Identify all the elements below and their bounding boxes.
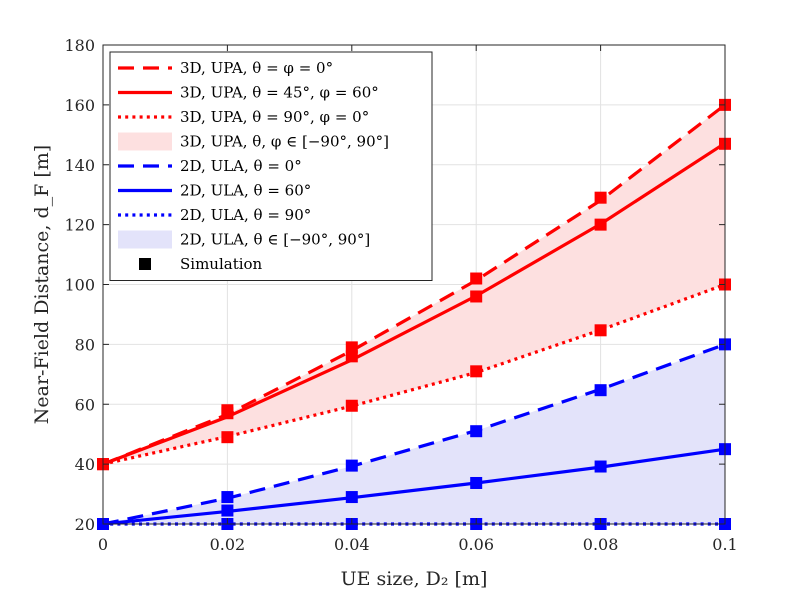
simulation-marker [470,476,483,489]
y-tick-label: 60 [75,395,95,414]
series-line [102,103,726,466]
simulation-marker [594,324,607,337]
series-line [102,447,726,526]
simulation-marker [221,491,234,504]
simulation-marker [345,491,358,504]
x-tick-label: 0.04 [334,535,370,554]
y-tick-label: 120 [64,216,95,235]
legend: 3D, UPA, θ = φ = 0° 3D, UPA, θ = 45°, φ =… [109,51,433,281]
shaded-bands [103,104,725,524]
x-tick-label: 0.08 [583,535,619,554]
axes: 0 0.02 0.04 0.06 0.08 0.1 20 40 60 80 100 120 140 160… [64,36,737,554]
shaded-band [103,104,725,465]
shaded-band [103,344,725,524]
simulation-marker [470,365,483,378]
y-tick-label: 140 [64,156,95,175]
legend-patch-swatch [118,230,172,249]
simulation-marker [221,504,234,517]
legend-label: 3D, UPA, θ = 90°, φ = 0° [180,108,369,126]
simulation-marker [594,191,607,204]
simulation-marker [594,218,607,231]
simulation-marker [594,384,607,397]
legend-label: 3D, UPA, θ = φ = 0° [180,59,333,77]
y-tick-label: 180 [64,36,95,55]
simulation-marker [470,272,483,285]
legend-patch-swatch [118,132,172,151]
x-tick-label: 0.02 [210,535,246,554]
legend-label: 2D, ULA, θ ∈ [−90°, 90°] [180,231,370,249]
x-axis-label: UE size, D₂ [m] [341,568,488,590]
legend-label: 2D, ULA, θ = 60° [180,182,311,200]
series-line [102,342,726,526]
series-line [102,141,726,466]
simulation-marker [470,425,483,438]
simulation-marker [221,431,234,444]
y-tick-label: 40 [75,455,95,474]
simulation-marker [345,350,358,363]
y-tick-label: 80 [75,335,95,354]
y-tick-label: 160 [64,96,95,115]
legend-label: 3D, UPA, θ, φ ∈ [−90°, 90°] [180,133,389,151]
y-tick-label: 20 [75,515,95,534]
x-tick-label: 0 [98,535,108,554]
legend-marker-swatch [139,258,151,270]
y-tick-label: 100 [64,276,95,295]
legend-label: 2D, ULA, θ = 90° [180,206,311,224]
legend-label: 3D, UPA, θ = 45°, φ = 60° [180,84,379,102]
y-axis-label: Near-Field Distance, d_F [m] [31,145,53,424]
x-tick-label: 0.06 [458,535,494,554]
legend-label: Simulation [180,255,263,273]
simulation-marker [345,459,358,472]
x-tick-label: 0.1 [712,535,737,554]
simulation-marker [594,460,607,473]
simulation-marker [470,290,483,303]
simulation-marker [345,399,358,412]
simulation-marker [221,407,234,420]
legend-label: 2D, ULA, θ = 0° [180,157,302,175]
